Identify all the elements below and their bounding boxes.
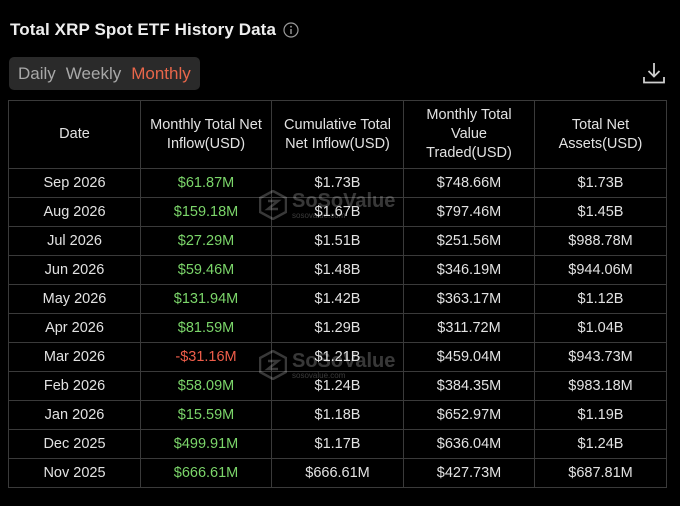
cell-cumulative: $1.24B: [271, 371, 404, 401]
cell-value-traded: $363.17M: [403, 284, 535, 314]
cell-date: Aug 2026: [8, 197, 141, 227]
cell-date: Jun 2026: [8, 255, 141, 285]
history-table-container: Date Monthly Total Net Inflow(USD) Cumul…: [8, 100, 667, 488]
column-header-value-traded: Monthly Total Value Traded(USD): [403, 100, 535, 169]
table-row: Aug 2026 $159.18M $1.67B $797.46M $1.45B: [8, 197, 667, 227]
cell-cumulative: $1.73B: [271, 168, 404, 198]
cell-cumulative: $1.17B: [271, 429, 404, 459]
cell-net-assets: $1.73B: [534, 168, 667, 198]
table-row: Apr 2026 $81.59M $1.29B $311.72M $1.04B: [8, 313, 667, 343]
table-body: Sep 2026 $61.87M $1.73B $748.66M $1.73B Aug 2…: [8, 168, 667, 488]
cell-cumulative: $1.67B: [271, 197, 404, 227]
cell-net-inflow: $59.46M: [140, 255, 272, 285]
cell-value-traded: $636.04M: [403, 429, 535, 459]
history-table: Date Monthly Total Net Inflow(USD) Cumul…: [8, 100, 667, 488]
cell-net-inflow: $499.91M: [140, 429, 272, 459]
cell-net-inflow: $159.18M: [140, 197, 272, 227]
table-row: Feb 2026 $58.09M $1.24B $384.35M $983.18M: [8, 371, 667, 401]
cell-cumulative: $1.21B: [271, 342, 404, 372]
table-row: Jun 2026 $59.46M $1.48B $346.19M $944.06M: [8, 255, 667, 285]
cell-value-traded: $797.46M: [403, 197, 535, 227]
cell-net-assets: $1.12B: [534, 284, 667, 314]
cell-net-assets: $1.04B: [534, 313, 667, 343]
tab-weekly[interactable]: Weekly: [65, 64, 122, 83]
table-row: Dec 2025 $499.91M $1.17B $636.04M $1.24B: [8, 429, 667, 459]
cell-cumulative: $1.18B: [271, 400, 404, 430]
cell-date: Sep 2026: [8, 168, 141, 198]
table-header-row: Date Monthly Total Net Inflow(USD) Cumul…: [8, 100, 667, 169]
cell-value-traded: $459.04M: [403, 342, 535, 372]
cell-value-traded: $652.97M: [403, 400, 535, 430]
table-row: Jul 2026 $27.29M $1.51B $251.56M $988.78M: [8, 226, 667, 256]
cell-net-inflow: $666.61M: [140, 458, 272, 488]
cell-value-traded: $748.66M: [403, 168, 535, 198]
cell-value-traded: $427.73M: [403, 458, 535, 488]
cell-cumulative: $1.29B: [271, 313, 404, 343]
download-icon[interactable]: [642, 61, 666, 85]
cell-net-inflow: $131.94M: [140, 284, 272, 314]
cell-net-inflow: -$31.16M: [140, 342, 272, 372]
cell-cumulative: $1.51B: [271, 226, 404, 256]
tab-monthly[interactable]: Monthly: [131, 64, 191, 83]
table-row: Mar 2026 -$31.16M $1.21B $459.04M $943.73M: [8, 342, 667, 372]
cell-net-assets: $1.45B: [534, 197, 667, 227]
cell-net-assets: $988.78M: [534, 226, 667, 256]
cell-net-inflow: $61.87M: [140, 168, 272, 198]
cell-cumulative: $1.48B: [271, 255, 404, 285]
cell-date: Jan 2026: [8, 400, 141, 430]
cell-net-inflow: $27.29M: [140, 226, 272, 256]
cell-value-traded: $311.72M: [403, 313, 535, 343]
cell-value-traded: $346.19M: [403, 255, 535, 285]
period-tabs: Daily Weekly Monthly: [9, 57, 200, 90]
cell-net-assets: $687.81M: [534, 458, 667, 488]
cell-net-assets: $983.18M: [534, 371, 667, 401]
cell-date: Jul 2026: [8, 226, 141, 256]
cell-net-inflow: $81.59M: [140, 313, 272, 343]
cell-cumulative: $666.61M: [271, 458, 404, 488]
page-title: Total XRP Spot ETF History Data: [10, 20, 277, 39]
column-header-net-assets: Total Net Assets(USD): [534, 100, 667, 169]
column-header-net-inflow: Monthly Total Net Inflow(USD): [140, 100, 272, 169]
column-header-cumulative: Cumulative Total Net Inflow(USD): [271, 100, 404, 169]
cell-date: May 2026: [8, 284, 141, 314]
column-header-date: Date: [8, 100, 141, 169]
tab-daily[interactable]: Daily: [18, 64, 56, 83]
cell-net-inflow: $15.59M: [140, 400, 272, 430]
cell-date: Feb 2026: [8, 371, 141, 401]
cell-date: Apr 2026: [8, 313, 141, 343]
table-row: May 2026 $131.94M $1.42B $363.17M $1.12B: [8, 284, 667, 314]
table-row: Jan 2026 $15.59M $1.18B $652.97M $1.19B: [8, 400, 667, 430]
cell-cumulative: $1.42B: [271, 284, 404, 314]
cell-net-assets: $944.06M: [534, 255, 667, 285]
cell-date: Nov 2025: [8, 458, 141, 488]
table-row: Sep 2026 $61.87M $1.73B $748.66M $1.73B: [8, 168, 667, 198]
cell-net-assets: $1.24B: [534, 429, 667, 459]
cell-value-traded: $384.35M: [403, 371, 535, 401]
table-row: Nov 2025 $666.61M $666.61M $427.73M $687.81M: [8, 458, 667, 488]
cell-value-traded: $251.56M: [403, 226, 535, 256]
header: Total XRP Spot ETF History Data: [10, 20, 299, 40]
cell-date: Dec 2025: [8, 429, 141, 459]
cell-net-inflow: $58.09M: [140, 371, 272, 401]
cell-net-assets: $943.73M: [534, 342, 667, 372]
cell-net-assets: $1.19B: [534, 400, 667, 430]
cell-date: Mar 2026: [8, 342, 141, 372]
info-circle-icon[interactable]: [283, 22, 299, 38]
